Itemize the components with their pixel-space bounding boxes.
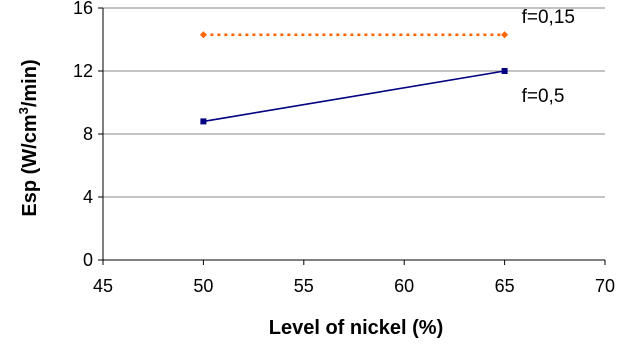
x-axis-ticks: 45 50 55 60 65 70 (93, 260, 615, 296)
series-label: f=0,15 (522, 7, 575, 28)
y-axis-title-main: Esp (W/cm (19, 114, 41, 216)
data-point (501, 68, 508, 74)
x-tick-label: 65 (495, 276, 515, 296)
y-tick-label: 4 (83, 187, 93, 207)
y-tick-label: 12 (73, 61, 93, 81)
series-label: f=0,5 (522, 86, 565, 107)
x-tick-label: 55 (294, 276, 314, 296)
data-point (200, 118, 207, 125)
gridlines (103, 7, 605, 198)
series-line (203, 70, 505, 123)
y-axis-title: Esp (W/cm3/min) (16, 59, 41, 216)
x-tick-label: 60 (394, 276, 414, 296)
x-tick-label: 45 (93, 276, 113, 296)
y-axis-title-unit: /min) (19, 59, 41, 107)
series-labels: f=0,15 f=0,5 (522, 7, 575, 107)
data-point (199, 31, 207, 39)
data-point (501, 31, 509, 39)
x-axis-title: Level of nickel (%) (269, 317, 444, 339)
x-tick-label: 70 (595, 276, 615, 296)
y-tick-label: 16 (73, 0, 93, 18)
y-axis-title-superscript: 3 (16, 107, 31, 114)
x-tick-label: 50 (193, 276, 213, 296)
y-axis-ticks: 0 4 8 12 16 (73, 0, 103, 270)
series-layer (199, 31, 509, 125)
y-tick-label: 0 (83, 250, 93, 270)
y-tick-label: 8 (83, 124, 93, 144)
